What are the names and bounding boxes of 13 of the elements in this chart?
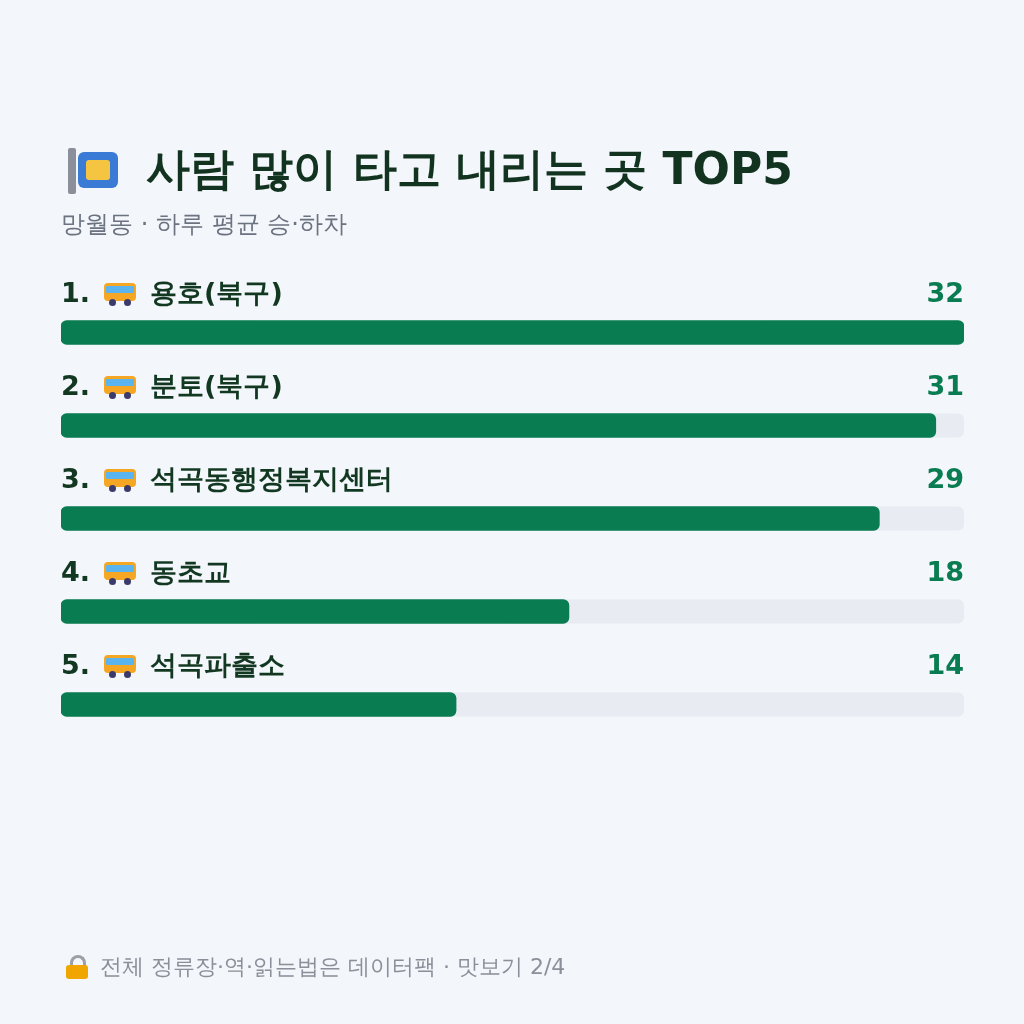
- category-label: 4. 동초교: [61, 555, 232, 587]
- chart-title: 사람 많이 타고 내리는 곳 TOP5: [146, 142, 793, 196]
- data-label: 18: [926, 555, 964, 587]
- data-label: 32: [926, 276, 964, 308]
- category-label: 5. 석곡파출소: [61, 648, 286, 680]
- category-label: 1. 용호(북구): [61, 276, 283, 308]
- category-label: 3. 석곡동행정복지센터: [61, 462, 394, 494]
- data-label: 29: [926, 462, 964, 494]
- category-label: 2. 분토(북구): [61, 369, 283, 401]
- chart-subtitle: 망월동 · 하루 평균 승·하차: [61, 209, 347, 240]
- data-label: 31: [926, 369, 964, 401]
- data-label: 14: [926, 648, 964, 680]
- text: 전체 정류장·역·읽는법은 데이터팩 · 맛보기 2/4: [100, 953, 566, 981]
